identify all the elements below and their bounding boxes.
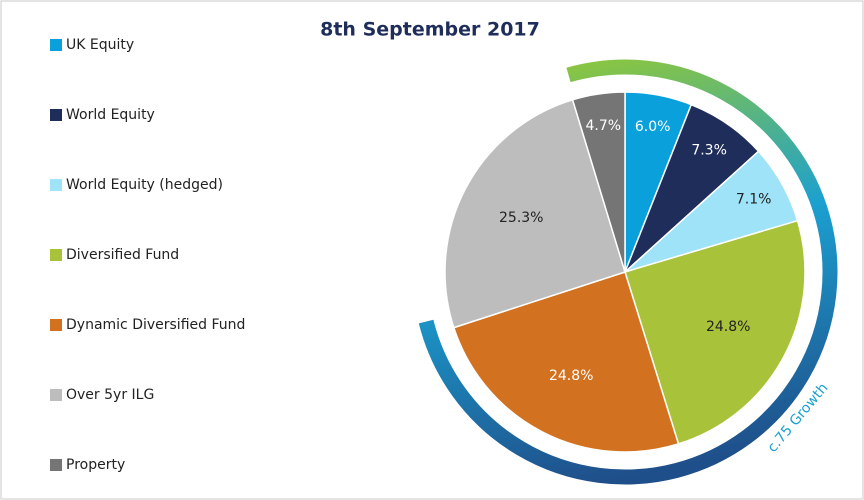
- legend-swatch: [50, 319, 62, 331]
- legend-label: World Equity: [66, 107, 155, 123]
- legend-label: Dynamic Diversified Fund: [66, 317, 245, 333]
- legend-swatch: [50, 179, 62, 191]
- value-label: 7.3%: [691, 143, 727, 159]
- legend-swatch: [50, 459, 62, 471]
- legend-label: World Equity (hedged): [66, 177, 223, 193]
- value-label: 6.0%: [635, 119, 671, 135]
- value-label: 4.7%: [585, 118, 621, 134]
- growth-arc: [418, 59, 838, 485]
- chart-title: 8th September 2017: [320, 19, 540, 41]
- legend-swatch: [50, 39, 62, 51]
- legend-label: Property: [66, 457, 125, 473]
- legend-swatch: [50, 249, 62, 261]
- legend-swatch: [50, 109, 62, 121]
- value-label: 25.3%: [499, 210, 543, 226]
- legend-label: Diversified Fund: [66, 247, 179, 263]
- legend-swatch: [50, 389, 62, 401]
- legend-label: UK Equity: [66, 37, 134, 53]
- value-label: 24.8%: [706, 319, 750, 335]
- value-label: 7.1%: [736, 192, 772, 208]
- pie-slice: [452, 271, 680, 453]
- pie-slice: [571, 91, 626, 273]
- pie-slice: [444, 98, 626, 329]
- legend-label: Over 5yr ILG: [66, 387, 154, 403]
- value-label: 24.8%: [549, 368, 593, 384]
- pie-slice: [624, 219, 806, 445]
